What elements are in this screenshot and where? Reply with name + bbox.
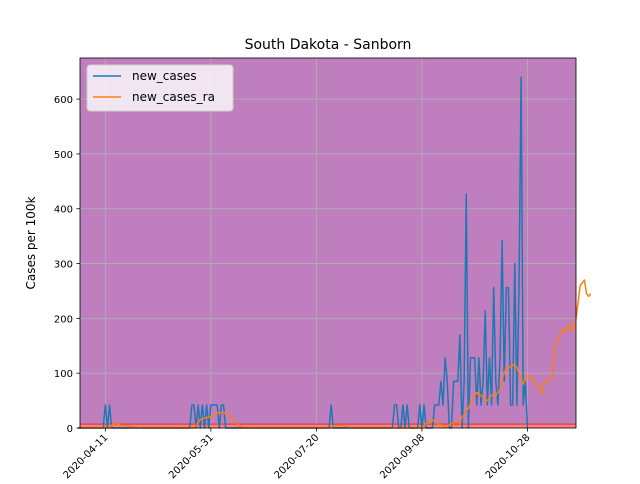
y-tick-label: 500: [54, 150, 73, 161]
baseline-band: [80, 423, 576, 428]
y-tick-label: 200: [54, 314, 73, 325]
chart-title: South Dakota - Sanborn: [245, 37, 412, 53]
y-tick-label: 600: [54, 95, 73, 106]
y-ticks: 0 100 200 300 400 500 600: [54, 95, 80, 435]
baseline-band-fill: [80, 424, 576, 428]
legend-label-new-cases-ra: new_cases_ra: [132, 90, 215, 104]
legend-label-new-cases: new_cases: [132, 69, 197, 83]
y-axis-label: Cases per 100k: [24, 196, 38, 289]
legend-box: [86, 64, 234, 112]
axes-border: [79, 57, 577, 429]
y-tick-label: 400: [54, 205, 73, 216]
plot-area: [80, 58, 576, 428]
y-tick-label: 100: [54, 369, 73, 380]
axes-frame: [79, 57, 577, 429]
y-tick-label: 300: [54, 260, 73, 271]
legend: new_cases new_cases_ra: [86, 64, 234, 112]
y-tick-label: 0: [67, 424, 73, 435]
